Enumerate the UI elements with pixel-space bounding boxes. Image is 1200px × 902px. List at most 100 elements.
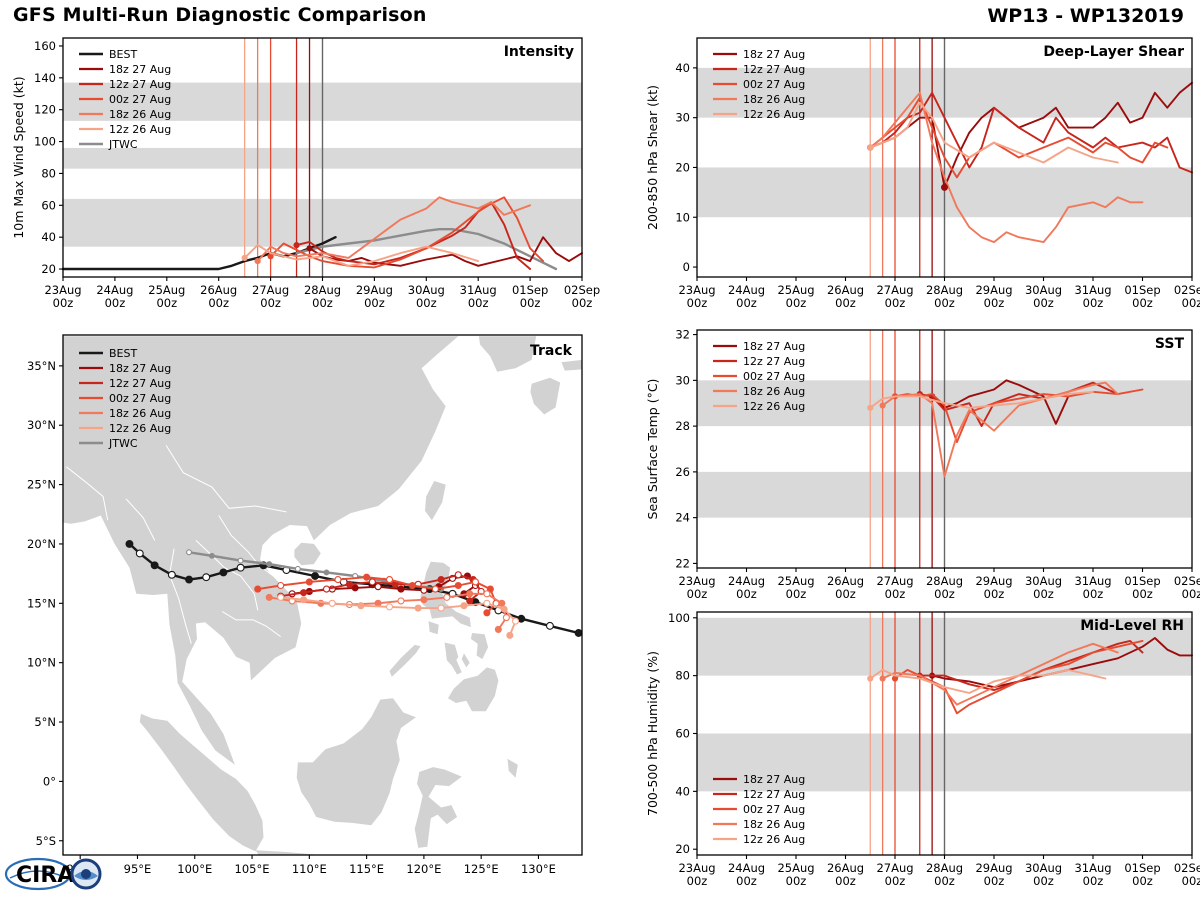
- svg-text:00z: 00z: [835, 296, 856, 310]
- svg-text:00z: 00z: [835, 874, 856, 888]
- svg-text:140: 140: [34, 71, 56, 85]
- svg-text:00z: 00z: [687, 296, 708, 310]
- svg-text:12z 27 Aug: 12z 27 Aug: [743, 788, 805, 801]
- sst-series-r1226: [869, 390, 1094, 409]
- svg-text:00z: 00z: [885, 296, 906, 310]
- svg-text:00z: 00z: [1033, 874, 1054, 888]
- svg-text:18z 27 Aug: 18z 27 Aug: [109, 63, 171, 76]
- svg-text:24: 24: [675, 511, 690, 525]
- svg-text:200-850 hPa Shear (kt): 200-850 hPa Shear (kt): [645, 85, 660, 230]
- page-title: GFS Multi-Run Diagnostic Comparison: [13, 4, 427, 26]
- svg-text:00z: 00z: [1132, 587, 1153, 601]
- svg-text:30°N: 30°N: [27, 418, 56, 432]
- svg-text:00z: 00z: [835, 587, 856, 601]
- svg-text:00z: 00z: [1132, 296, 1153, 310]
- svg-text:29Aug: 29Aug: [975, 861, 1012, 875]
- svg-text:29Aug: 29Aug: [975, 283, 1012, 297]
- svg-text:0°: 0°: [43, 774, 56, 788]
- svg-text:JTWC: JTWC: [108, 138, 138, 151]
- svg-text:00z: 00z: [1033, 587, 1054, 601]
- svg-text:JTWC: JTWC: [108, 437, 138, 450]
- svg-text:24Aug: 24Aug: [96, 283, 133, 297]
- svg-text:18z 26 Aug: 18z 26 Aug: [743, 93, 805, 106]
- svg-text:27Aug: 27Aug: [252, 283, 289, 297]
- cira-logo: CIRA: [4, 850, 124, 898]
- svg-text:SST: SST: [1155, 336, 1185, 352]
- svg-text:10m Max Wind Speed (kt): 10m Max Wind Speed (kt): [11, 76, 26, 238]
- rh-series-r1226: [869, 668, 1107, 694]
- svg-text:5°N: 5°N: [34, 715, 56, 729]
- svg-text:00z: 00z: [1132, 874, 1153, 888]
- intensity-series-r0027: [269, 196, 545, 269]
- svg-text:00z 27 Aug: 00z 27 Aug: [109, 93, 171, 106]
- svg-text:00z: 00z: [416, 296, 437, 310]
- svg-text:100: 100: [34, 135, 56, 149]
- storm-id-title: WP13 - WP132019: [987, 5, 1184, 27]
- svg-text:125°E: 125°E: [464, 862, 499, 876]
- svg-text:00z 27 Aug: 00z 27 Aug: [743, 803, 805, 816]
- svg-text:40: 40: [675, 61, 690, 75]
- shear-plot: 01020304023Aug00z24Aug00z25Aug00z26Aug00…: [645, 37, 1200, 310]
- svg-text:30: 30: [675, 373, 690, 387]
- svg-text:10: 10: [675, 210, 690, 224]
- svg-text:25Aug: 25Aug: [148, 283, 185, 297]
- svg-text:00z: 00z: [208, 296, 229, 310]
- svg-text:00z: 00z: [736, 874, 757, 888]
- svg-text:130°E: 130°E: [521, 862, 556, 876]
- intensity-series-r1226: [243, 244, 480, 267]
- svg-text:10°N: 10°N: [27, 656, 56, 670]
- svg-text:12z 27 Aug: 12z 27 Aug: [109, 377, 171, 390]
- svg-text:00z: 00z: [1083, 296, 1104, 310]
- svg-text:02Sep: 02Sep: [1174, 283, 1200, 297]
- shear-series-r1826: [869, 91, 1144, 244]
- svg-text:700-500 hPa Humidity (%): 700-500 hPa Humidity (%): [645, 651, 660, 816]
- svg-text:01Sep: 01Sep: [512, 283, 548, 297]
- svg-text:26Aug: 26Aug: [827, 574, 864, 588]
- sst-series-r1827: [931, 379, 1070, 425]
- svg-text:00z: 00z: [736, 296, 757, 310]
- svg-text:27Aug: 27Aug: [876, 861, 913, 875]
- svg-text:18z 26 Aug: 18z 26 Aug: [109, 108, 171, 121]
- svg-text:00z: 00z: [934, 874, 955, 888]
- svg-text:60: 60: [675, 727, 690, 741]
- svg-text:00z: 00z: [1033, 296, 1054, 310]
- svg-text:80: 80: [675, 669, 690, 683]
- svg-text:28Aug: 28Aug: [926, 574, 963, 588]
- svg-text:30Aug: 30Aug: [1025, 283, 1062, 297]
- svg-text:18z 26 Aug: 18z 26 Aug: [743, 385, 805, 398]
- svg-text:00z: 00z: [984, 296, 1005, 310]
- svg-text:00z: 00z: [786, 587, 807, 601]
- svg-text:Track: Track: [530, 343, 573, 359]
- svg-text:01Sep: 01Sep: [1124, 283, 1160, 297]
- shear-series-r1227: [869, 91, 1193, 174]
- svg-text:27Aug: 27Aug: [876, 574, 913, 588]
- svg-text:29Aug: 29Aug: [356, 283, 393, 297]
- svg-text:120°E: 120°E: [406, 862, 441, 876]
- svg-text:26Aug: 26Aug: [200, 283, 237, 297]
- svg-text:30Aug: 30Aug: [408, 283, 445, 297]
- svg-text:23Aug: 23Aug: [678, 574, 715, 588]
- svg-text:31Aug: 31Aug: [1074, 283, 1111, 297]
- svg-text:00z: 00z: [105, 296, 126, 310]
- intensity-series-jtwc: [295, 227, 558, 271]
- svg-text:02Sep: 02Sep: [1174, 861, 1200, 875]
- svg-text:18z 27 Aug: 18z 27 Aug: [743, 340, 805, 353]
- svg-text:20: 20: [675, 842, 690, 856]
- svg-text:00z: 00z: [934, 587, 955, 601]
- svg-text:20: 20: [41, 262, 56, 276]
- svg-text:18z 27 Aug: 18z 27 Aug: [109, 362, 171, 375]
- svg-text:BEST: BEST: [109, 347, 137, 360]
- svg-text:00z: 00z: [984, 587, 1005, 601]
- svg-text:25°N: 25°N: [27, 478, 56, 492]
- svg-text:00z: 00z: [1182, 587, 1200, 601]
- svg-text:40: 40: [41, 230, 56, 244]
- svg-text:30Aug: 30Aug: [1025, 574, 1062, 588]
- svg-text:28Aug: 28Aug: [304, 283, 341, 297]
- cira-globe-icon: [4, 857, 72, 891]
- svg-text:12z 26 Aug: 12z 26 Aug: [109, 123, 171, 136]
- svg-text:BEST: BEST: [109, 48, 137, 61]
- svg-text:31Aug: 31Aug: [460, 283, 497, 297]
- svg-text:28: 28: [675, 419, 690, 433]
- svg-text:24Aug: 24Aug: [728, 283, 765, 297]
